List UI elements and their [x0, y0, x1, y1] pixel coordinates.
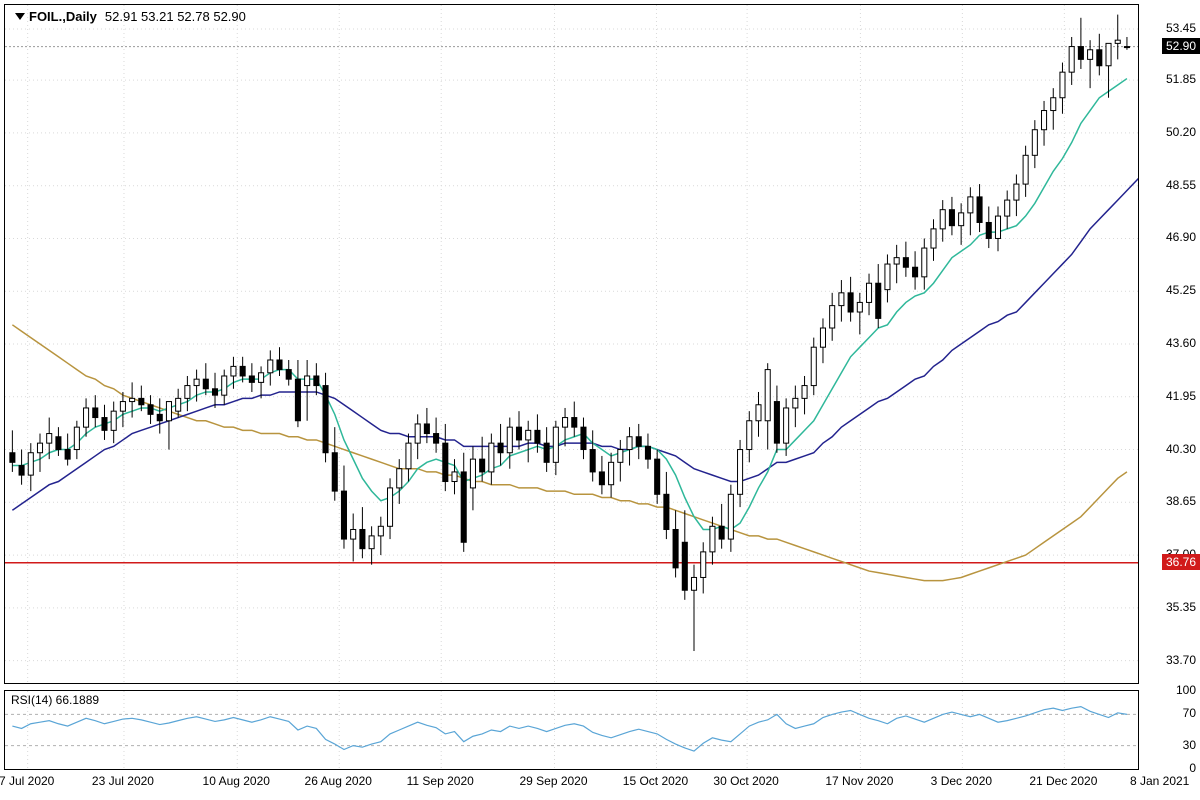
x-tick-label: 11 Sep 2020: [407, 774, 474, 788]
y-tick-label: 41.95: [1166, 389, 1196, 403]
x-tick-label: 3 Dec 2020: [931, 774, 992, 788]
chart-title-bar: FOIL.,Daily 52.91 53.21 52.78 52.90: [15, 9, 246, 24]
x-tick-label: 29 Sep 2020: [519, 774, 587, 788]
x-tick-label: 17 Nov 2020: [825, 774, 893, 788]
dropdown-icon[interactable]: [15, 13, 25, 20]
rsi-y-tick: 70: [1183, 706, 1196, 720]
x-tick-label: 7 Jul 2020: [0, 774, 54, 788]
rsi-chart-svg: [5, 691, 1138, 769]
y-tick-label: 35.35: [1166, 600, 1196, 614]
financial-chart-root: FOIL.,Daily 52.91 53.21 52.78 52.90 33.7…: [0, 0, 1200, 800]
y-tick-label: 48.55: [1166, 178, 1196, 192]
y-tick-label: 45.25: [1166, 283, 1196, 297]
x-tick-label: 21 Dec 2020: [1029, 774, 1097, 788]
x-tick-label: 26 Aug 2020: [305, 774, 372, 788]
x-tick-label: 30 Oct 2020: [713, 774, 778, 788]
price-y-axis: 33.7035.3537.0038.6540.3041.9543.6045.25…: [1142, 4, 1200, 684]
y-tick-label: 51.85: [1166, 72, 1196, 86]
support-price-tag: 36.76: [1162, 554, 1200, 570]
x-tick-label: 23 Jul 2020: [92, 774, 154, 788]
date-x-axis: 7 Jul 202023 Jul 202010 Aug 202026 Aug 2…: [4, 772, 1139, 796]
y-tick-label: 33.70: [1166, 653, 1196, 667]
x-tick-label: 10 Aug 2020: [203, 774, 270, 788]
rsi-y-tick: 100: [1176, 683, 1196, 697]
rsi-pane[interactable]: RSI(14) 66.1889: [4, 690, 1139, 770]
x-tick-label: 15 Oct 2020: [623, 774, 688, 788]
y-tick-label: 38.65: [1166, 494, 1196, 508]
y-tick-label: 53.45: [1166, 21, 1196, 35]
ohlc-label: 52.91 53.21 52.78 52.90: [105, 9, 246, 24]
symbol-label: FOIL.,Daily: [29, 9, 97, 24]
y-tick-label: 50.20: [1166, 125, 1196, 139]
y-tick-label: 40.30: [1166, 442, 1196, 456]
rsi-label: RSI(14) 66.1889: [11, 693, 99, 707]
rsi-y-axis: 03070100: [1142, 690, 1200, 770]
price-chart-svg: [5, 5, 1138, 683]
current-price-tag: 52.90: [1162, 38, 1200, 54]
y-tick-label: 46.90: [1166, 230, 1196, 244]
rsi-y-tick: 30: [1183, 738, 1196, 752]
x-tick-label: 8 Jan 2021: [1130, 774, 1189, 788]
rsi-y-tick: 0: [1189, 761, 1196, 775]
y-tick-label: 43.60: [1166, 336, 1196, 350]
main-price-pane[interactable]: FOIL.,Daily 52.91 53.21 52.78 52.90: [4, 4, 1139, 684]
